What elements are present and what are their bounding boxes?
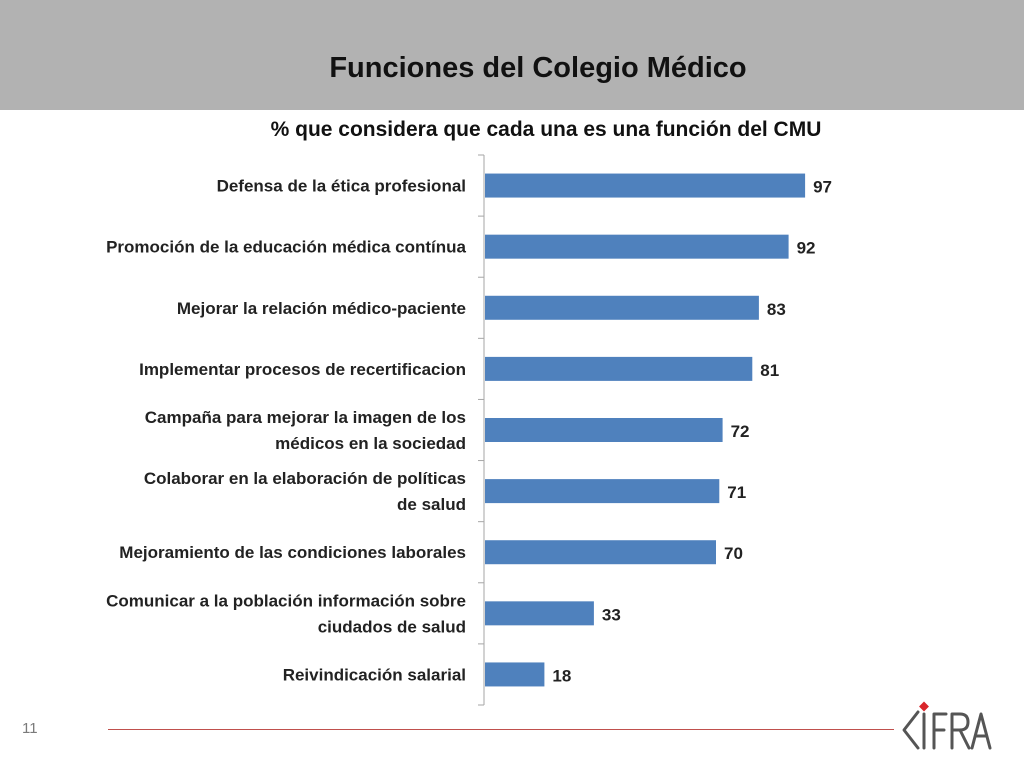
- bar: [485, 662, 545, 687]
- category-label: Colaborar en la elaboración de políticas…: [144, 469, 466, 514]
- data-label: 33: [602, 605, 621, 624]
- category-label: Implementar procesos de recertificacion: [139, 360, 466, 379]
- bar: [485, 601, 594, 626]
- bar: [485, 173, 806, 198]
- page-number: 11: [22, 720, 38, 737]
- data-label: 70: [724, 544, 743, 563]
- header-band: [0, 0, 1024, 110]
- data-label: 81: [760, 361, 779, 380]
- slide-title: Funciones del Colegio Médico: [329, 52, 747, 84]
- category-label: Reivindicación salarial: [283, 665, 466, 684]
- bar: [485, 418, 723, 442]
- category-label: Mejoramiento de las condiciones laborale…: [119, 543, 466, 562]
- footer-line: [108, 729, 894, 730]
- data-label: 18: [552, 666, 571, 685]
- data-label: 72: [731, 422, 750, 441]
- category-label: Defensa de la ética profesional: [217, 177, 466, 196]
- cifra-logo: [902, 701, 992, 750]
- category-label: Campaña para mejorar la imagen de los méd…: [145, 408, 466, 453]
- data-label: 71: [727, 483, 746, 502]
- category-label: Comunicar a la población información sob…: [106, 591, 466, 636]
- chart-title: % que considera que cada una es una func…: [270, 118, 822, 141]
- bar: [485, 479, 720, 504]
- data-label: 97: [813, 178, 832, 197]
- bar: [485, 540, 716, 565]
- bar: [485, 356, 753, 381]
- data-label: 83: [767, 300, 786, 319]
- category-label: Mejorar la relación médico-paciente: [177, 299, 466, 318]
- bar: [485, 295, 759, 320]
- bar: [485, 234, 789, 259]
- data-label: 92: [797, 239, 816, 258]
- category-label: Promoción de la educación médica contínu…: [106, 238, 466, 257]
